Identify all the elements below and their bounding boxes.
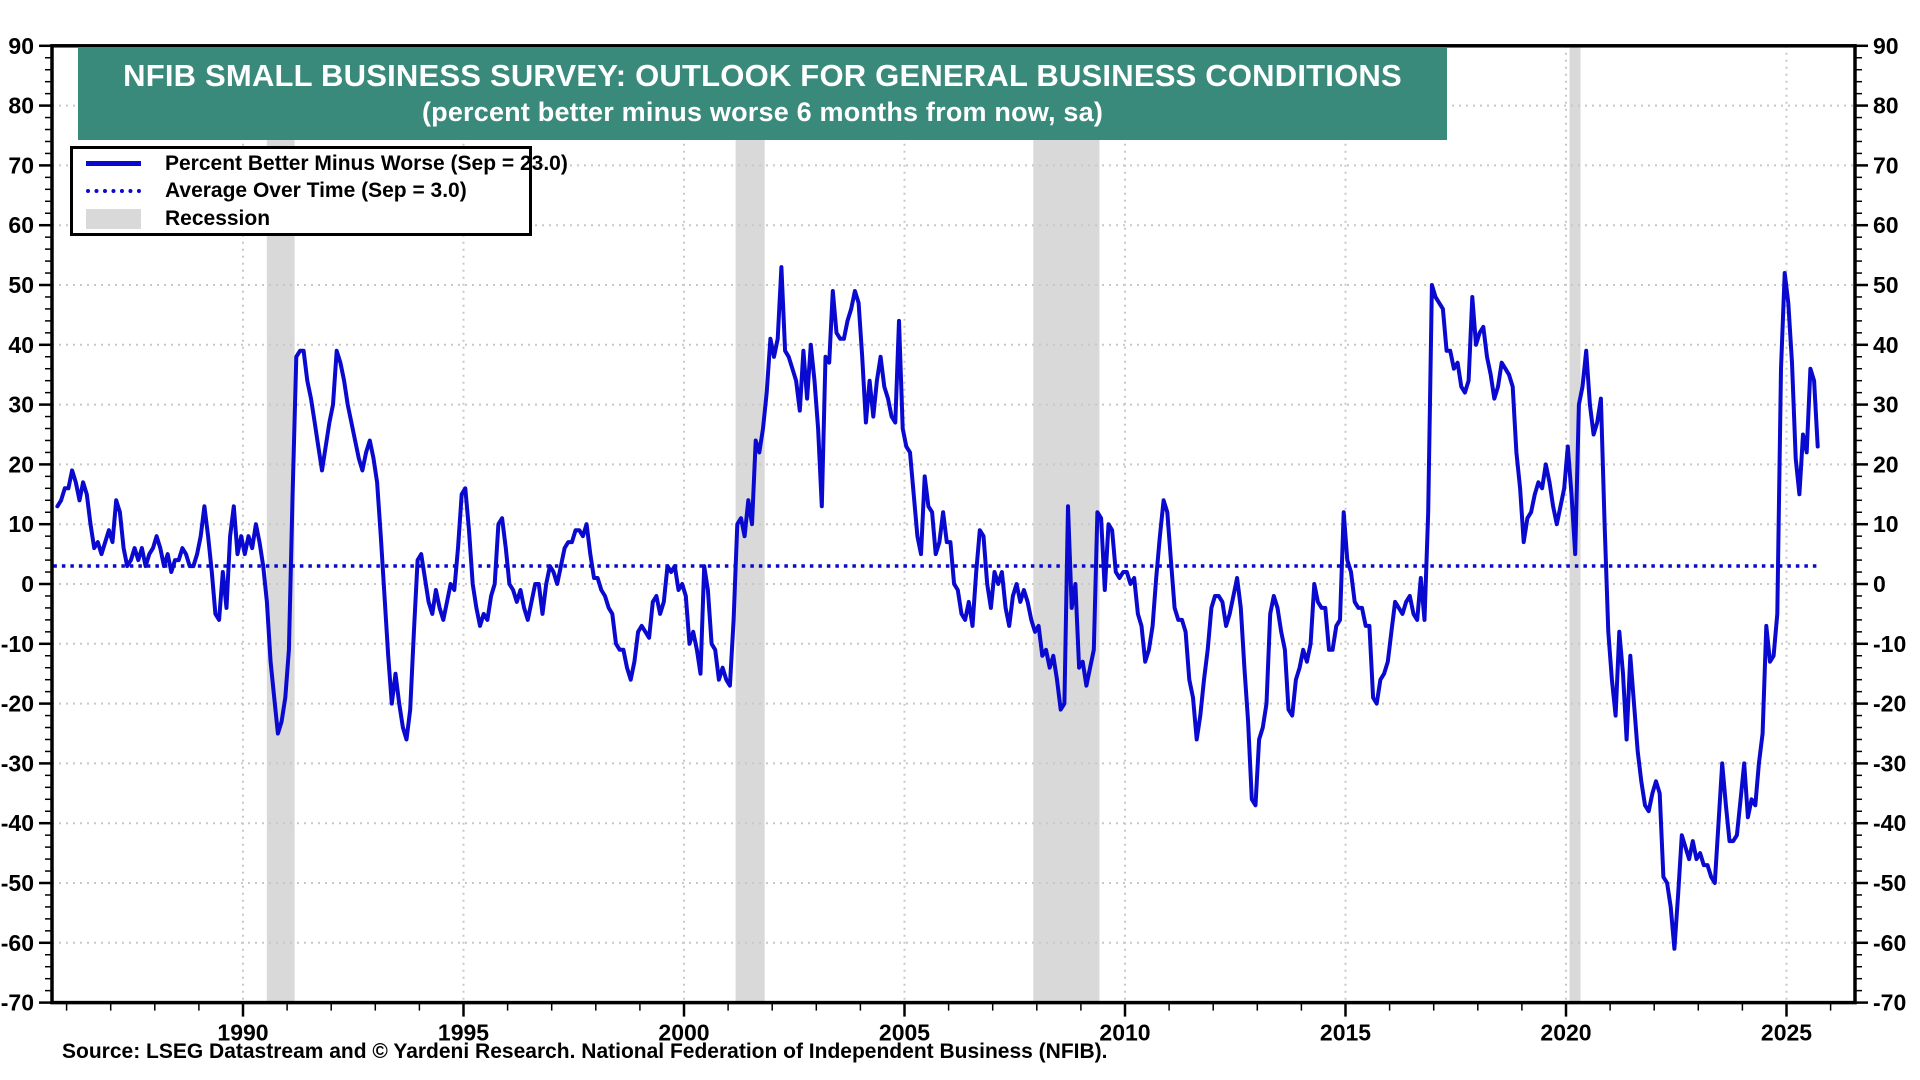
legend: Percent Better Minus Worse (Sep = 23.0) … bbox=[70, 146, 568, 236]
axis-tick-label: -60 bbox=[1873, 930, 1906, 956]
source-attribution: Source: LSEG Datastream and © Yardeni Re… bbox=[62, 1040, 1108, 1063]
chart-title-banner: NFIB SMALL BUSINESS SURVEY: OUTLOOK FOR … bbox=[78, 47, 1447, 140]
legend-item-label: Average Over Time (Sep = 3.0) bbox=[165, 179, 467, 202]
axis-tick-label: -60 bbox=[1, 930, 34, 956]
axis-tick-label: -10 bbox=[1873, 631, 1906, 657]
chart-subtitle: (percent better minus worse 6 months fro… bbox=[421, 97, 1104, 127]
axis-tick-label: 1990 bbox=[217, 1020, 268, 1046]
axis-tick-label: 2000 bbox=[658, 1020, 709, 1046]
axis-tick-label: 10 bbox=[1873, 511, 1899, 537]
axis-tick-label: 30 bbox=[8, 392, 34, 418]
axis-tick-label: 70 bbox=[8, 152, 34, 178]
legend-item-average: Average Over Time (Sep = 3.0) bbox=[73, 178, 529, 204]
axis-ticks bbox=[39, 44, 1868, 1017]
legend-item-label: Recession bbox=[165, 206, 271, 230]
axis-tick-label: 1995 bbox=[438, 1020, 489, 1046]
axis-tick-label: -50 bbox=[1873, 870, 1906, 896]
axis-tick-label: 30 bbox=[1873, 392, 1899, 418]
axis-tick-label: 2005 bbox=[879, 1020, 930, 1046]
axis-tick-label: 60 bbox=[1873, 212, 1899, 238]
axis-tick-label: 60 bbox=[8, 212, 34, 238]
legend-item-series: Percent Better Minus Worse (Sep = 23.0) bbox=[73, 151, 568, 177]
axis-tick-label: 20 bbox=[8, 451, 34, 477]
legend-item-label: Percent Better Minus Worse (Sep = 23.0) bbox=[165, 151, 568, 175]
axis-tick-label: -10 bbox=[1, 631, 34, 657]
axis-tick-label: 40 bbox=[8, 332, 34, 358]
percent-better-minus-worse-line bbox=[55, 265, 1820, 951]
axis-tick-label: -40 bbox=[1, 810, 34, 836]
axis-tick-label: -20 bbox=[1873, 691, 1906, 717]
axis-tick-label: 0 bbox=[21, 571, 34, 597]
axis-tick-label: 90 bbox=[1873, 33, 1899, 59]
axis-tick-label: -20 bbox=[1, 691, 34, 717]
axis-tick-label: -30 bbox=[1, 750, 34, 776]
axis-tick-label: 50 bbox=[1873, 272, 1899, 298]
axis-tick-label: -30 bbox=[1873, 750, 1906, 776]
axis-tick-label: -50 bbox=[1, 870, 34, 896]
axis-tick-label: 2025 bbox=[1761, 1020, 1812, 1046]
solid-line-swatch-icon bbox=[86, 161, 141, 166]
axis-tick-label: 70 bbox=[1873, 152, 1899, 178]
axis-tick-label: -70 bbox=[1, 990, 34, 1016]
axis-tick-label: 0 bbox=[1873, 571, 1886, 597]
recession-swatch-icon bbox=[86, 208, 141, 229]
dotted-line-swatch-icon bbox=[86, 189, 141, 193]
legend-item-recession: Recession bbox=[73, 206, 529, 232]
chart-title: NFIB SMALL BUSINESS SURVEY: OUTLOOK FOR … bbox=[123, 58, 1402, 94]
axis-tick-label: 2010 bbox=[1099, 1020, 1150, 1046]
axis-tick-label: 10 bbox=[8, 511, 34, 537]
axis-tick-label: 90 bbox=[8, 33, 34, 59]
axis-labels: -70 -70 -60 -60 -50 -50 -40 -40 -30 -30 -20 -20 -10 -… bbox=[1, 33, 1907, 1046]
axis-tick-label: -40 bbox=[1873, 810, 1906, 836]
axis-tick-label: 2015 bbox=[1320, 1020, 1371, 1046]
axis-tick-label: 40 bbox=[1873, 332, 1899, 358]
data-line bbox=[55, 265, 1820, 951]
axis-tick-label: 20 bbox=[1873, 451, 1899, 477]
axis-tick-label: -70 bbox=[1873, 990, 1906, 1016]
axis-tick-label: 2020 bbox=[1540, 1020, 1591, 1046]
axis-tick-label: 80 bbox=[8, 93, 34, 119]
axis-tick-label: 80 bbox=[1873, 93, 1899, 119]
axis-tick-label: 50 bbox=[8, 272, 34, 298]
